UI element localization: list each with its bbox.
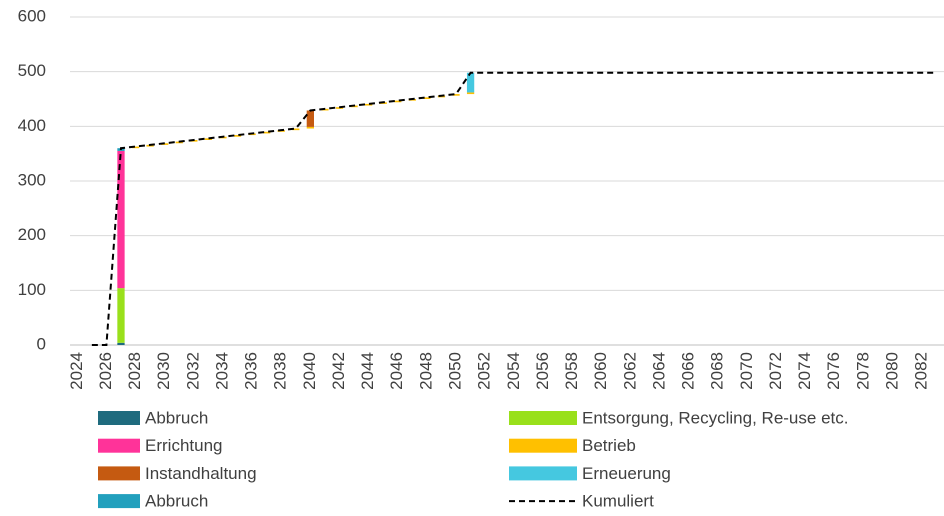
bar-segment [117,150,125,289]
y-tick-label: 400 [18,116,46,135]
x-tick-label: 2030 [154,352,173,390]
legend-swatch [98,438,140,453]
legend-label: Kumuliert [582,492,654,511]
bar-segment [306,126,314,129]
x-tick-label: 2082 [912,352,931,390]
legend-label: Entsorgung, Recycling, Re-use etc. [582,408,848,427]
legend-label: Betrieb [582,436,636,455]
x-tick-label: 2032 [183,352,202,390]
x-tick-label: 2034 [212,352,231,390]
legend-swatch [509,438,577,453]
y-tick-label: 300 [18,170,46,189]
legend-swatch [509,411,577,425]
bar-segment [306,110,314,127]
x-tick-label: 2078 [853,352,872,390]
x-tick-label: 2062 [620,352,639,390]
x-tick-label: 2028 [125,352,144,390]
x-tick-label: 2038 [271,352,290,390]
x-tick-label: 2040 [300,352,319,390]
x-tick-label: 2056 [533,352,552,390]
bar-segment [466,92,475,95]
x-tick-label: 2046 [387,352,406,390]
x-tick-label: 2058 [562,352,581,390]
x-tick-label: 2068 [708,352,727,390]
x-tick-label: 2024 [67,352,86,390]
y-tick-label: 500 [18,61,46,80]
cumulative-line [91,71,937,346]
x-tick-label: 2060 [591,352,610,390]
legend-swatch [98,411,140,425]
x-tick-label: 2054 [504,352,523,390]
x-tick-label: 2080 [883,352,902,390]
legend-label: Abbruch [145,408,208,427]
legend-swatch [98,494,140,509]
bar-segment [117,288,125,343]
x-tick-label: 2036 [242,352,261,390]
x-tick-label: 2048 [416,352,435,390]
bar-segment [204,138,213,140]
bar-segment [117,342,125,345]
x-tick-label: 2042 [329,352,348,390]
legend-label: Erneuerung [582,464,671,483]
bar-segment [452,94,460,96]
bar-segment [394,100,402,103]
x-tick-label: 2050 [446,352,465,390]
bar-segment [131,146,140,149]
legend-swatch [509,466,577,481]
legend-label: Instandhaltung [145,464,257,483]
bar-segment [263,131,271,134]
bar-segment [423,97,431,99]
x-tick-label: 2064 [649,352,668,390]
bar-segment [233,135,242,137]
x-tick-label: 2076 [824,352,843,390]
x-tick-label: 2072 [766,352,785,390]
legend-label: Errichtung [145,436,222,455]
y-tick-label: 100 [18,280,46,299]
y-tick-label: 200 [18,225,46,244]
y-tick-label: 0 [37,334,46,353]
x-tick-label: 2044 [358,352,377,390]
legend-label: Abbruch [145,492,208,511]
y-tick-label: 600 [18,6,46,25]
x-tick-label: 2026 [96,352,115,390]
x-tick-label: 2052 [475,352,494,390]
legend-swatch [98,466,140,481]
bar-segment [466,72,475,93]
x-tick-label: 2070 [737,352,756,390]
bar-segment [364,103,373,106]
x-tick-label: 2066 [679,352,698,390]
x-tick-label: 2074 [795,352,814,390]
bar-segment [292,128,300,131]
